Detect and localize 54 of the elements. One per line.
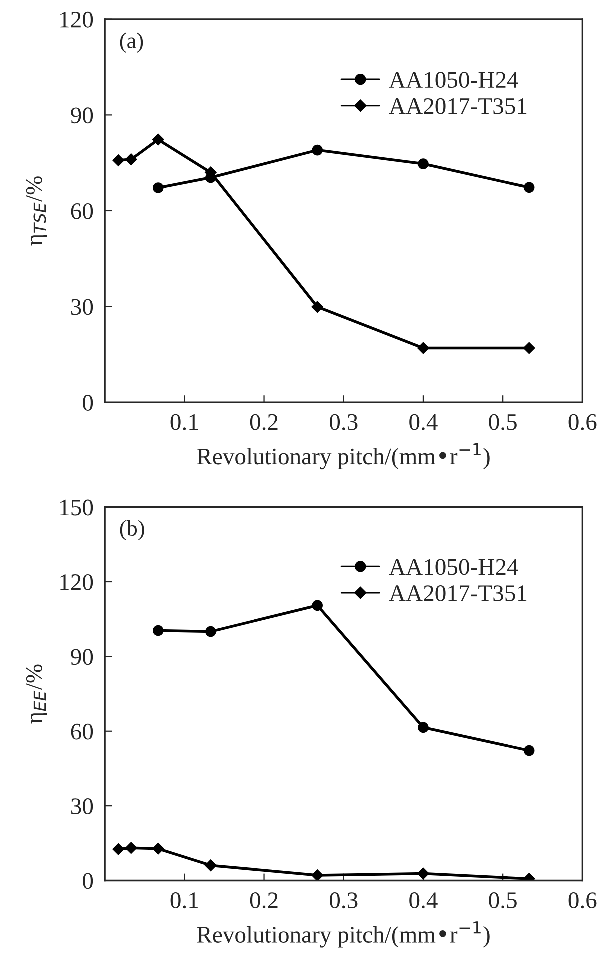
y-tick-label: 0 (83, 395, 94, 411)
x-tick-label: 0.1 (170, 414, 198, 430)
x-tick-label: 0.2 (250, 414, 278, 430)
y-tick-label: 60 (71, 724, 94, 740)
point (125, 842, 138, 854)
point (312, 301, 324, 314)
x-tick-label: 0.3 (330, 414, 358, 430)
point (112, 843, 125, 856)
x-axis-title: Revolutionary pitch/(mm•r$^{−1}$) (197, 922, 490, 948)
point (205, 860, 217, 872)
point (418, 868, 430, 880)
y-tick-label: 90 (71, 108, 94, 124)
point (312, 144, 323, 156)
y-tick-label: 30 (71, 798, 94, 814)
x-tick-label: 0.6 (568, 892, 597, 909)
y-tick-label: 120 (60, 574, 94, 590)
y-tick-label: 0 (83, 873, 94, 890)
legend-label: AA2017-T351 (389, 98, 527, 114)
point (312, 600, 323, 612)
legend-label: AA1050-H24 (389, 559, 518, 576)
point (152, 134, 164, 146)
x-tick-label: 0.6 (568, 414, 597, 430)
x-tick-label: 0.4 (410, 892, 438, 909)
point (153, 182, 164, 194)
point (153, 625, 164, 636)
x-tick-label: 0.5 (489, 892, 517, 909)
x-tick-label: 0.5 (489, 414, 517, 430)
x-tick-label: 0.4 (410, 414, 438, 430)
x-tick-label: 0.2 (250, 892, 278, 909)
y-axis-title: η$_{EE}$/% (26, 664, 48, 724)
point (418, 342, 430, 354)
point (125, 154, 138, 166)
x-axis-title: Revolutionary pitch/(mm•r$^{−1}$) (197, 443, 490, 470)
y-tick-label: 60 (71, 203, 94, 220)
y-tick-label: 30 (71, 299, 94, 316)
y-tick-label: 150 (60, 500, 94, 516)
point (418, 722, 429, 734)
legend-label: AA2017-T351 (389, 586, 527, 602)
annotation: (a) (120, 32, 144, 53)
y-tick-label: 120 (60, 12, 94, 28)
point (312, 870, 324, 881)
annotation: (b) (120, 520, 144, 541)
y-axis-title: η$_{TSE}$/% (26, 176, 48, 246)
point (152, 842, 164, 855)
point (523, 342, 536, 354)
point (206, 626, 216, 638)
point (418, 158, 429, 170)
legend-label: AA1050-H24 (389, 72, 518, 88)
x-tick-label: 0.1 (170, 892, 198, 909)
y-tick-label: 90 (71, 649, 94, 666)
x-tick-label: 0.3 (330, 892, 358, 909)
point (112, 154, 125, 166)
point (524, 745, 535, 756)
point (524, 182, 535, 194)
